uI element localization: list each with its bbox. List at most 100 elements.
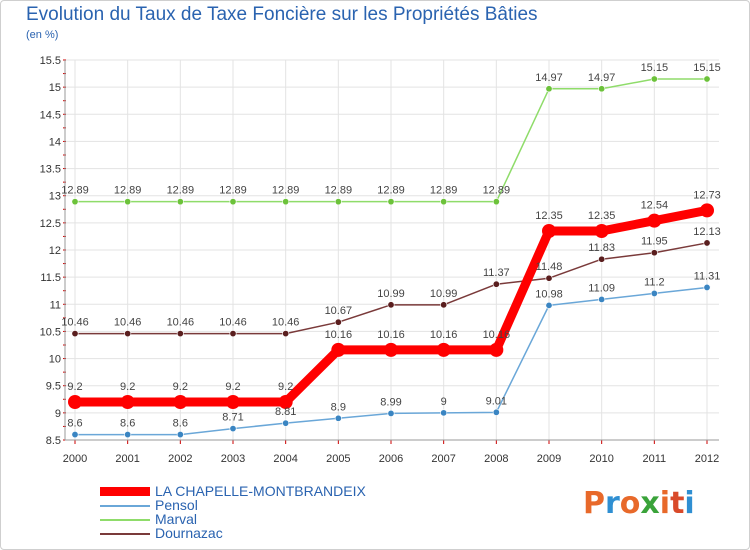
data-label: 10.16 bbox=[325, 329, 353, 341]
data-point bbox=[229, 198, 237, 206]
y-tick-label: 10 bbox=[49, 354, 61, 366]
data-point bbox=[334, 198, 342, 206]
x-tick-label: 2008 bbox=[484, 453, 508, 465]
data-label: 10.16 bbox=[377, 329, 405, 341]
data-label: 11.31 bbox=[694, 270, 721, 282]
data-label: 12.89 bbox=[219, 185, 247, 197]
data-label: 12.89 bbox=[114, 185, 142, 197]
data-point bbox=[545, 301, 553, 309]
data-point bbox=[71, 330, 79, 338]
data-point bbox=[384, 342, 398, 357]
data-point bbox=[700, 203, 714, 218]
data-point bbox=[176, 330, 184, 338]
data-point bbox=[703, 239, 711, 247]
data-label: 12.89 bbox=[483, 185, 511, 197]
data-point bbox=[440, 409, 448, 417]
logo-letter: i bbox=[659, 486, 671, 521]
proxiti-logo: Proxiti bbox=[583, 486, 695, 521]
x-tick-label: 2006 bbox=[379, 453, 403, 465]
data-point bbox=[594, 224, 609, 238]
data-point bbox=[282, 419, 290, 427]
x-tick-label: 2011 bbox=[643, 453, 667, 465]
logo-letter: x bbox=[640, 486, 660, 521]
data-label: 10.16 bbox=[430, 329, 458, 341]
legend-swatch bbox=[100, 487, 150, 496]
data-label: 8.71 bbox=[222, 412, 243, 424]
data-point bbox=[282, 198, 290, 206]
data-label: 15.15 bbox=[641, 62, 669, 74]
data-point bbox=[71, 431, 79, 439]
x-tick-label: 2002 bbox=[168, 453, 192, 465]
data-label: 15.15 bbox=[693, 62, 721, 74]
data-label: 10.46 bbox=[219, 317, 247, 329]
data-point bbox=[387, 301, 395, 309]
legend-label: Marval bbox=[155, 511, 198, 527]
x-tick-label: 2003 bbox=[221, 453, 245, 465]
data-point bbox=[598, 255, 606, 263]
data-label: 8.6 bbox=[67, 418, 82, 430]
data-point bbox=[176, 198, 184, 206]
y-tick-label: 14 bbox=[49, 136, 61, 148]
data-label: 11.95 bbox=[641, 236, 668, 248]
data-label: 10.46 bbox=[114, 317, 142, 329]
data-label: 11.2 bbox=[644, 276, 665, 288]
y-tick-label: 13 bbox=[49, 191, 61, 203]
y-tick-label: 12 bbox=[49, 245, 61, 257]
data-label: 10.16 bbox=[483, 329, 511, 341]
data-label: 8.6 bbox=[120, 418, 135, 430]
data-label: 9.2 bbox=[120, 381, 135, 393]
data-point bbox=[492, 198, 500, 206]
logo-letter: o bbox=[619, 486, 641, 521]
data-point bbox=[124, 431, 132, 439]
data-point bbox=[282, 330, 290, 338]
logo-letter: P bbox=[583, 486, 605, 521]
logo-letter: i bbox=[684, 486, 695, 521]
data-label: 11.09 bbox=[588, 282, 615, 294]
data-label: 10.46 bbox=[61, 317, 89, 329]
data-point bbox=[436, 342, 451, 357]
data-point bbox=[492, 408, 500, 416]
y-tick-label: 14.5 bbox=[40, 109, 61, 121]
data-point bbox=[226, 395, 240, 409]
data-label: 12.35 bbox=[535, 210, 563, 222]
data-label: 12.73 bbox=[693, 189, 721, 201]
data-label: 9.2 bbox=[278, 381, 293, 393]
data-point bbox=[331, 342, 346, 357]
data-label: 10.99 bbox=[430, 288, 458, 300]
logo-letter: r bbox=[605, 486, 620, 521]
x-tick-label: 2010 bbox=[589, 453, 613, 465]
data-label: 14.97 bbox=[535, 72, 563, 84]
y-tick-label: 11.5 bbox=[40, 272, 61, 284]
data-point bbox=[124, 198, 132, 206]
data-label: 12.89 bbox=[272, 185, 300, 197]
y-tick-label: 15 bbox=[49, 82, 61, 94]
data-point bbox=[229, 425, 237, 433]
data-point bbox=[387, 409, 395, 417]
data-point bbox=[173, 395, 188, 409]
data-point bbox=[703, 283, 711, 291]
data-label: 10.99 bbox=[377, 288, 405, 300]
data-label: 12.89 bbox=[430, 185, 458, 197]
data-label: 12.54 bbox=[641, 200, 669, 212]
x-tick-label: 2012 bbox=[695, 453, 719, 465]
legend-label: Pensol bbox=[155, 497, 198, 513]
data-label: 12.89 bbox=[167, 185, 195, 197]
data-point bbox=[650, 75, 658, 83]
y-tick-label: 11 bbox=[50, 299, 61, 311]
data-point bbox=[489, 342, 504, 357]
data-point bbox=[176, 431, 184, 439]
y-tick-label: 9.5 bbox=[46, 381, 61, 393]
data-label: 12.13 bbox=[693, 226, 721, 238]
data-label: 9.2 bbox=[225, 381, 240, 393]
unit-label: (en %) bbox=[26, 29, 59, 41]
data-point bbox=[647, 213, 662, 228]
legend-swatch bbox=[100, 533, 150, 535]
data-label: 12.89 bbox=[325, 185, 353, 197]
data-point bbox=[334, 318, 342, 326]
data-point bbox=[124, 330, 132, 338]
data-point bbox=[650, 249, 658, 257]
data-point bbox=[71, 198, 79, 206]
data-point bbox=[387, 198, 395, 206]
y-tick-label: 8.5 bbox=[46, 435, 61, 447]
data-label: 9.2 bbox=[67, 381, 82, 393]
